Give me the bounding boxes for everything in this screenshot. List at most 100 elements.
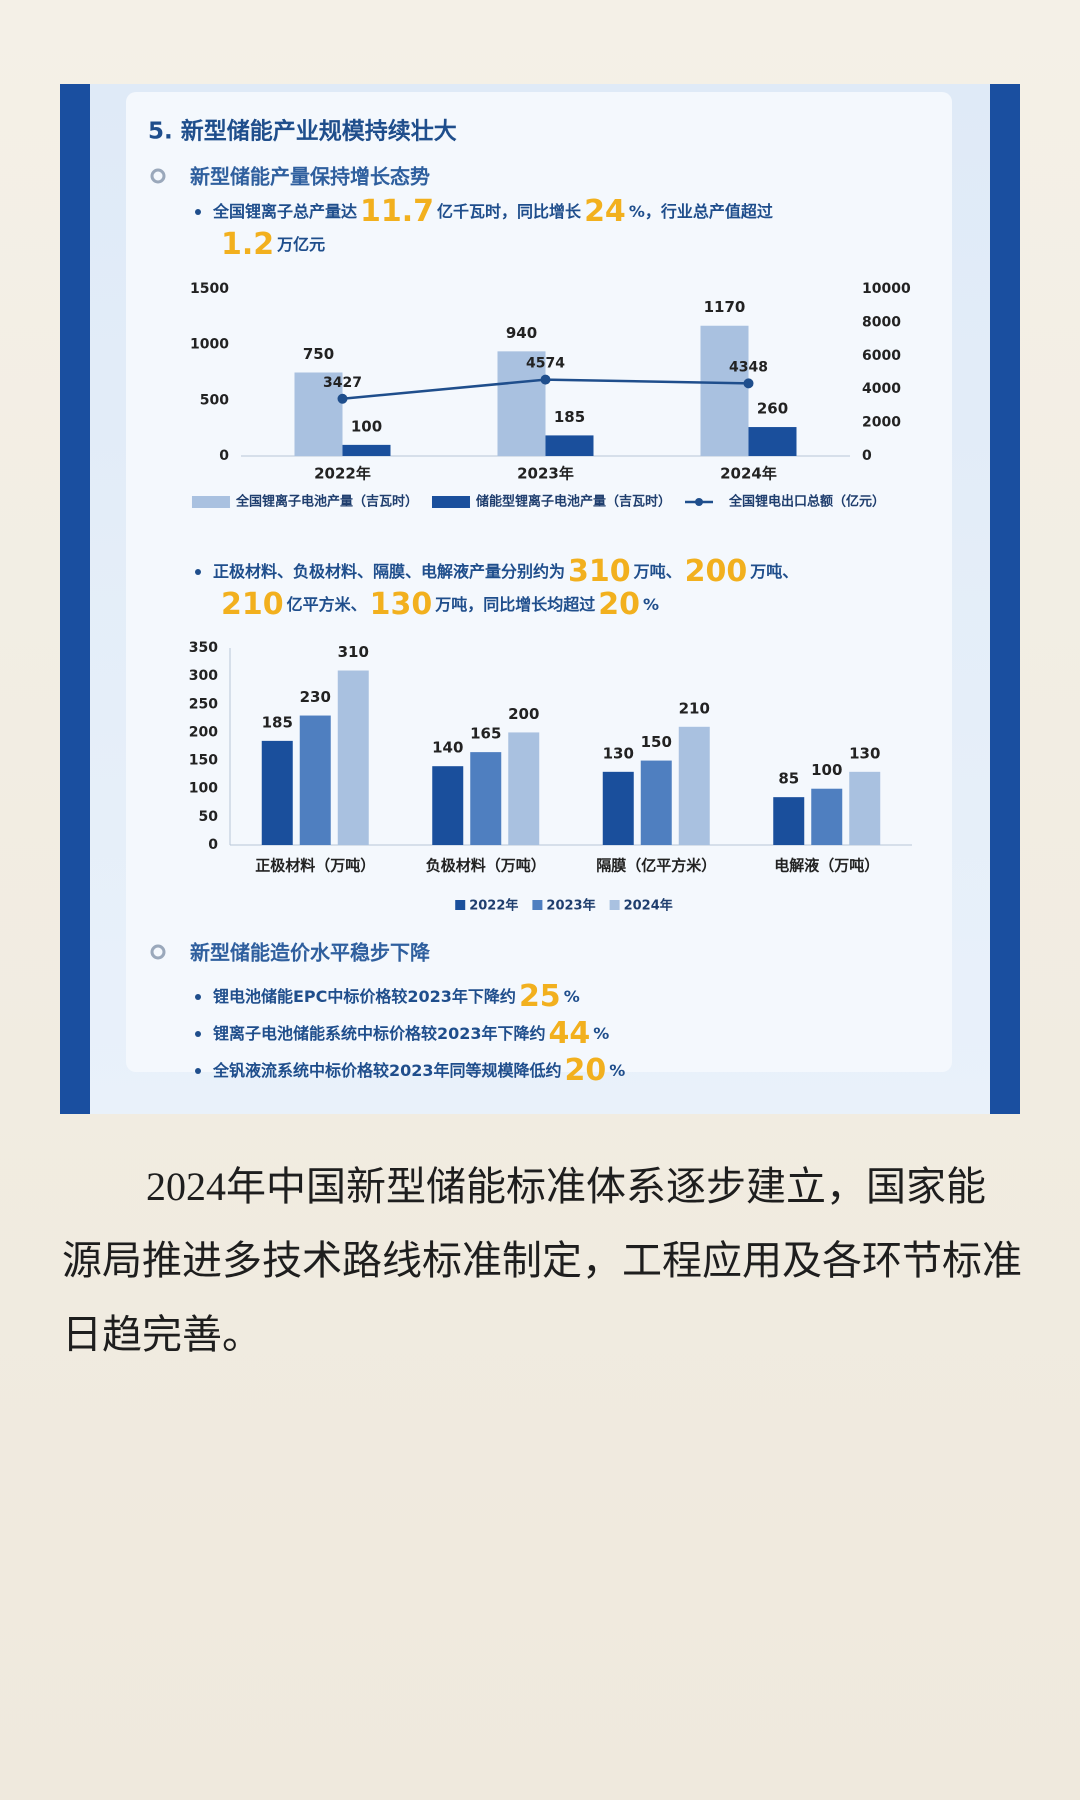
bullet-part: % — [609, 1061, 625, 1080]
x-tick-label: 2022年 — [314, 465, 371, 483]
legend: 2022年 2023年 2024年 — [455, 898, 673, 914]
y-tick-label: 150 — [189, 753, 218, 769]
highlight-number: 200 — [685, 554, 748, 589]
y-tick-label: 500 — [200, 392, 229, 408]
bullet-text: 锂电池储能EPC中标价格较2023年下降约 25% — [213, 979, 580, 1014]
bullet-text: 全国锂离子总产量达 11.7 亿千瓦时，同比增长 24 %，行业总产值超过 — [212, 194, 773, 229]
highlight-number: 310 — [568, 554, 631, 589]
legend-swatch — [455, 900, 466, 910]
highlight-number: 20 — [565, 1053, 607, 1088]
line-point — [540, 374, 551, 385]
bar — [773, 797, 805, 845]
y-tick-label: 0 — [219, 448, 229, 464]
x-tick-label: 2023年 — [517, 465, 574, 483]
bar — [700, 325, 749, 456]
value-label: 165 — [470, 725, 501, 743]
highlight-number: 11.7 — [360, 194, 434, 229]
legend-label: 2022年 — [469, 898, 518, 914]
bar — [849, 771, 881, 845]
highlight-number: 24 — [584, 194, 626, 229]
value-label: 3427 — [323, 375, 362, 391]
subsection-title: 新型储能产量保持增长态势 — [190, 165, 430, 189]
bar — [432, 766, 464, 845]
legend-label: 2024年 — [624, 898, 673, 914]
bullet-text: 锂离子电池储能系统中标价格较2023年下降约 44% — [213, 1016, 609, 1051]
bullet-part: % — [593, 1024, 609, 1043]
y2-tick-label: 2000 — [862, 415, 901, 431]
value-label: 100 — [811, 761, 842, 779]
y-tick-label: 200 — [189, 724, 218, 740]
line-point — [743, 378, 754, 389]
bullet-part: 亿平方米、 — [287, 595, 367, 614]
legend-swatch — [431, 496, 470, 508]
value-label: 1170 — [704, 298, 746, 316]
bullet-text: 全钒液流系统中标价格较2023年同等规模降低约 20% — [212, 1053, 625, 1088]
value-label: 310 — [338, 643, 369, 661]
bar — [342, 444, 391, 456]
infographic: 5. 新型储能产业规模持续壮大 新型储能产量保持增长态势 新型储能造价水平稳步下… — [60, 84, 1020, 1114]
bar — [261, 740, 293, 845]
section-title: 5. 新型储能产业规模持续壮大 — [148, 118, 457, 145]
bar — [748, 427, 797, 456]
y2-tick-label: 8000 — [862, 314, 901, 330]
icon — [150, 168, 166, 184]
bar — [294, 372, 343, 456]
value-label: 130 — [603, 744, 634, 762]
legend-swatch — [532, 900, 543, 910]
bullet-dot — [195, 994, 201, 1000]
value-label: 185 — [262, 713, 293, 731]
y2-tick-label: 4000 — [862, 381, 901, 397]
y2-tick-label: 6000 — [862, 348, 901, 364]
bullet-part: 正极材料、负极材料、隔膜、电解液产量分别约为 — [213, 562, 565, 581]
bullet-dot — [195, 209, 201, 215]
y2-tick-label: 0 — [862, 448, 872, 464]
value-label: 230 — [300, 688, 331, 706]
y-tick-label: 50 — [199, 809, 219, 825]
value-label: 4348 — [729, 359, 768, 375]
legend: 全国锂离子电池产量（吉瓦时） 储能型锂离子电池产量（吉瓦时） 全国锂电出口总额（亿元… — [191, 494, 885, 510]
x-tick-label: 电解液（万吨） — [774, 857, 879, 875]
y-tick-label: 250 — [189, 696, 218, 712]
value-label: 260 — [757, 400, 788, 418]
icon — [150, 944, 166, 960]
bullet-part: 锂电池储能EPC中标价格较2023年下降约 — [213, 987, 516, 1006]
y-tick-label: 1500 — [190, 281, 229, 297]
bullet-part: % — [564, 987, 580, 1006]
y-tick-label: 1000 — [190, 337, 229, 353]
bullet-part: 万吨、 — [633, 562, 682, 581]
y-tick-label: 350 — [189, 640, 218, 656]
legend-swatch — [609, 900, 620, 910]
line-point — [337, 393, 348, 404]
legend-swatch — [695, 498, 704, 506]
bullet-dot — [195, 569, 201, 575]
highlight-number: 20 — [598, 587, 640, 622]
value-label: 140 — [432, 739, 463, 757]
highlight-number: 1.2 — [221, 227, 274, 262]
y-tick-label: 100 — [189, 781, 218, 797]
bar — [497, 351, 546, 456]
value-label: 210 — [679, 699, 710, 717]
bullet-part: 全国锂离子总产量达 — [212, 202, 357, 221]
x-tick-label: 隔膜（亿平方米） — [596, 857, 716, 875]
bullet-text: 正极材料、负极材料、隔膜、电解液产量分别约为 310 万吨、 200 万吨、 — [213, 554, 798, 589]
x-tick-label: 2024年 — [720, 465, 777, 483]
highlight-number: 44 — [549, 1016, 591, 1051]
bar — [508, 732, 540, 845]
bar — [337, 670, 369, 845]
value-label: 130 — [849, 744, 880, 762]
paragraph: 2024年中国新型储能标准体系逐步建立，国家能源局推进多技术路线标准制定，工程应… — [62, 1164, 1022, 1357]
bar — [602, 771, 634, 845]
bullet-part: 锂离子电池储能系统中标价格较2023年下降约 — [213, 1024, 546, 1043]
bullet-part: 万吨、 — [749, 562, 798, 581]
bar — [678, 726, 710, 845]
legend-swatch — [191, 496, 230, 508]
value-label: 100 — [351, 417, 382, 435]
legend-label: 储能型锂离子电池产量（吉瓦时） — [475, 494, 671, 510]
bullet-text: 210 亿平方米、 130 万吨，同比增长均超过 20% — [221, 587, 659, 622]
bar — [470, 752, 502, 845]
y-tick-label: 0 — [208, 837, 218, 853]
bullet-dot — [195, 1031, 201, 1037]
y-tick-label: 300 — [189, 668, 218, 684]
subsection-title: 新型储能造价水平稳步下降 — [190, 941, 431, 965]
value-label: 4574 — [526, 356, 565, 372]
